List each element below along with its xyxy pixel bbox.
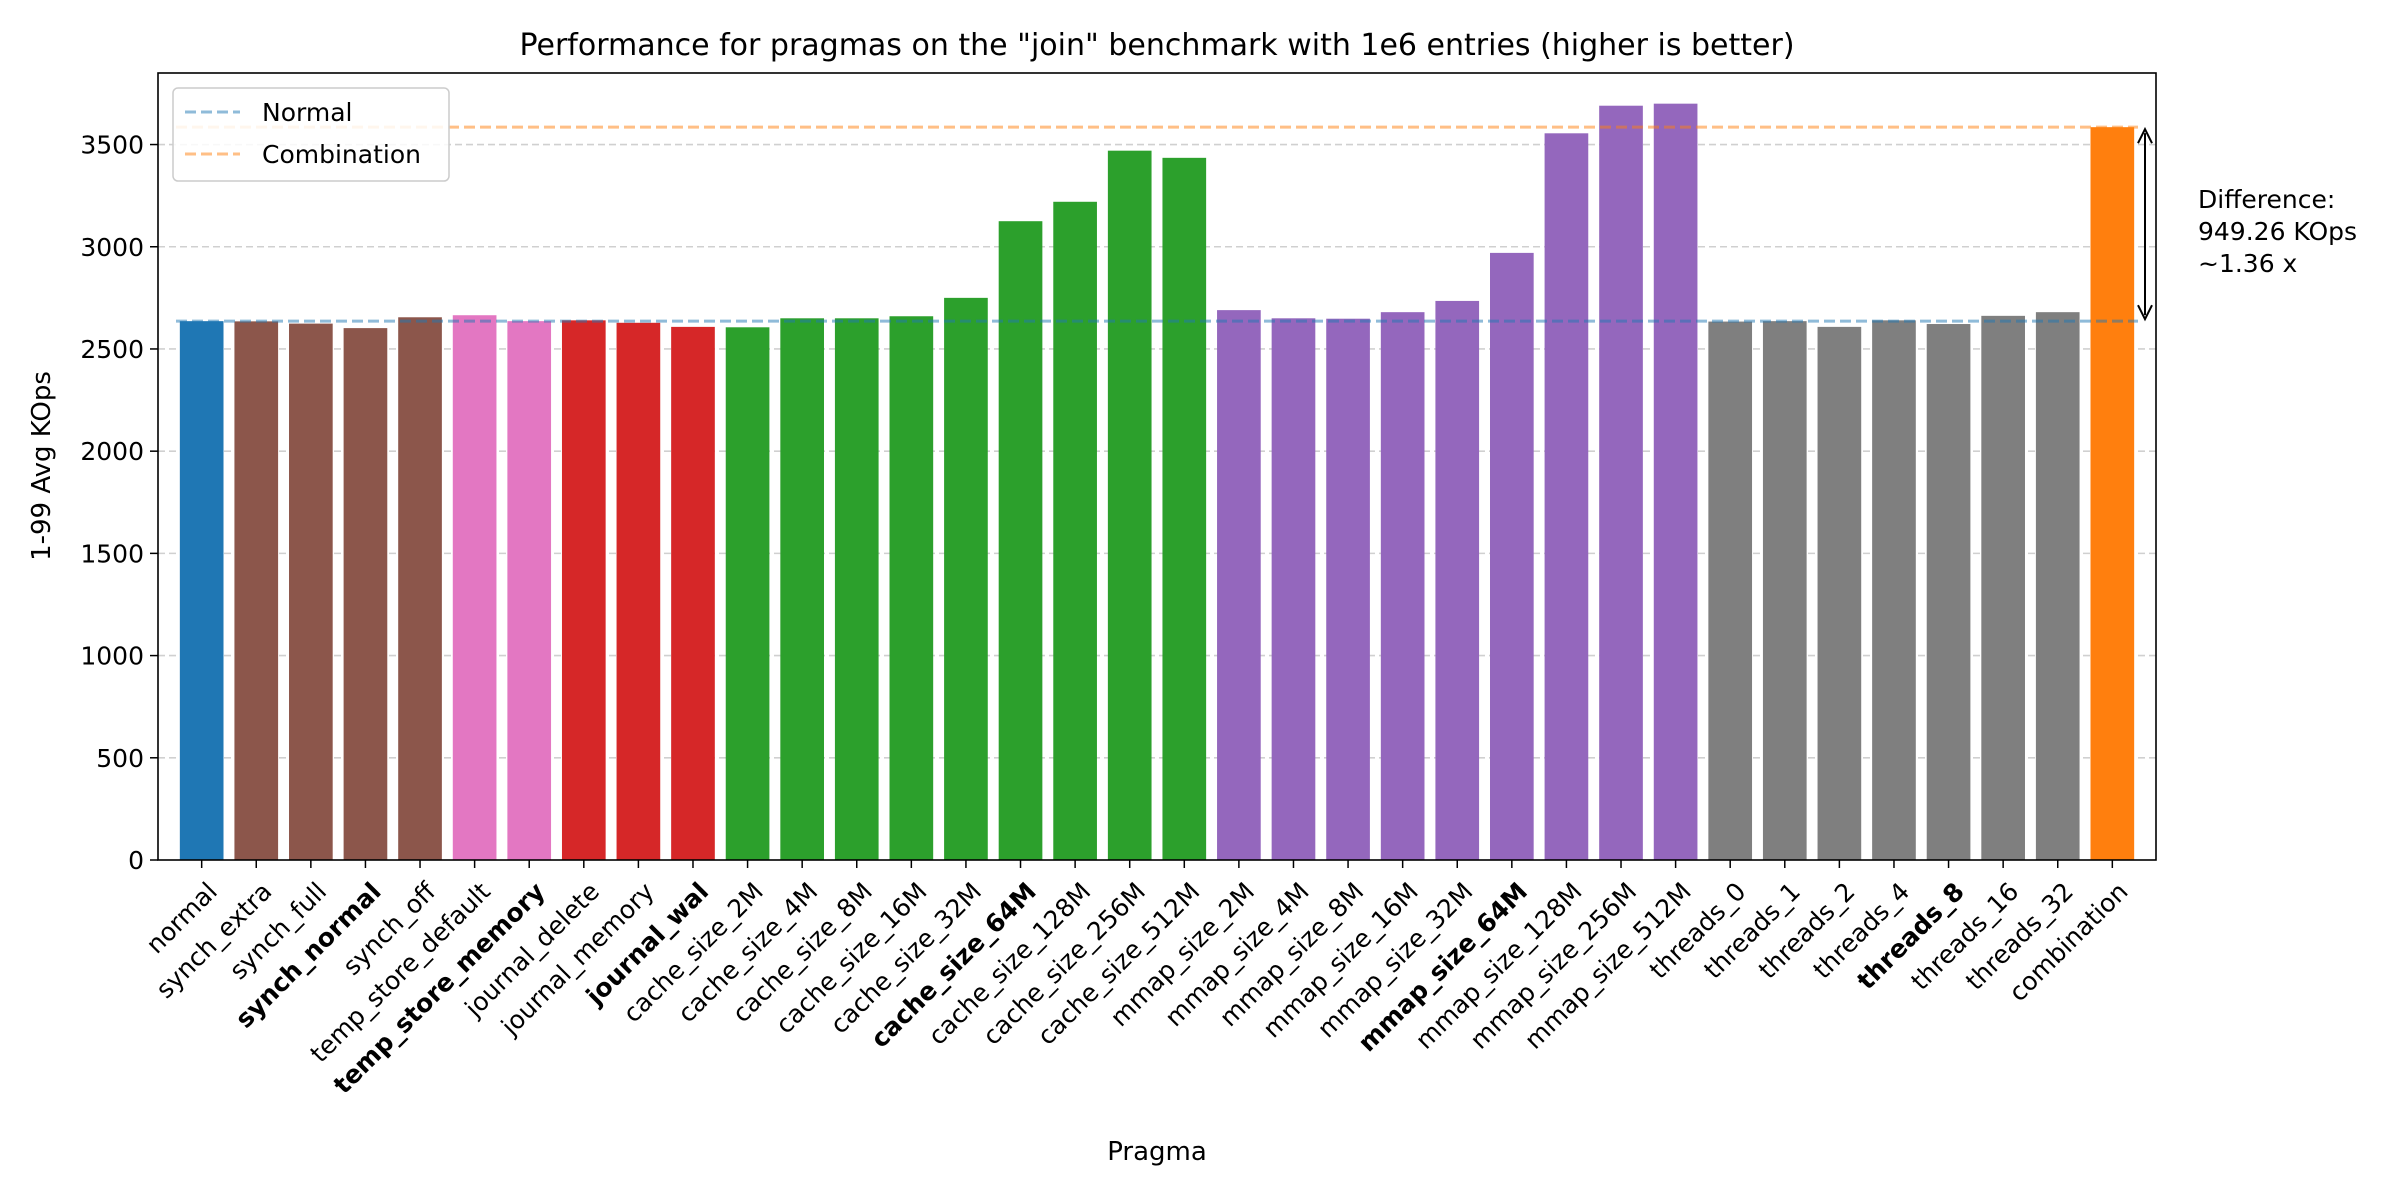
legend-label: Normal (262, 98, 352, 127)
y-tick-label: 2500 (80, 335, 144, 364)
y-axis-label: 1-99 Avg KOps (27, 371, 57, 561)
arrow-head-up (2137, 126, 2153, 144)
bar-cache_size_32M (944, 297, 988, 860)
bars (179, 103, 2135, 861)
bar-threads_4 (1872, 320, 1916, 860)
bar-cache_size_8M (834, 318, 879, 860)
y-tick-label: 1500 (80, 539, 144, 568)
bar-cache_size_512M (1162, 157, 1207, 861)
y-tick-label: 1000 (80, 642, 144, 671)
bar-threads_1 (1762, 321, 1807, 860)
y-tick-label: 500 (96, 744, 144, 773)
y-tick-label: 0 (128, 846, 144, 875)
annotation-text: Difference: (2198, 185, 2335, 214)
bar-temp_store_memory (507, 321, 552, 860)
plot-frame (157, 72, 2157, 861)
bar-normal (179, 321, 224, 860)
bar-cache_size_64M (998, 221, 1043, 860)
bar-synch_off (398, 317, 442, 860)
bar-cache_size_256M (1107, 150, 1152, 860)
y-tick-label: 3500 (80, 131, 144, 160)
reference-lines (176, 125, 2138, 323)
difference-annotation: Difference: 949.26 KOps ~1.36 x (2137, 126, 2357, 322)
bar-mmap_size_256M (1599, 105, 1643, 861)
bar-synch_full (289, 323, 333, 860)
bar-mmap_size_2M (1217, 310, 1261, 860)
chart-title: Performance for pragmas on the "join" be… (519, 28, 1794, 63)
bar-mmap_size_128M (1544, 133, 1589, 860)
y-tick-label: 2000 (80, 437, 144, 466)
bar-journal_delete (561, 320, 606, 860)
bar-mmap_size_32M (1435, 300, 1480, 861)
bar-threads_0 (1708, 321, 1753, 860)
y-axis-ticks: 0 500 1000 1500 2000 2500 3000 3500 (80, 131, 158, 875)
y-tick-label: 3000 (80, 233, 144, 262)
bar-mmap_size_8M (1326, 318, 1370, 860)
bar-cache_size_4M (780, 318, 824, 860)
bar-combination (2090, 127, 2135, 861)
bar-threads_2 (1817, 326, 1862, 860)
bar-cache_size_2M (725, 327, 770, 861)
x-axis-label: Pragma (1107, 1137, 1207, 1167)
bar-threads_32 (2035, 312, 2080, 860)
arrow-head-down (2137, 304, 2153, 322)
legend-label: Combination (262, 140, 421, 169)
bar-cache_size_128M (1053, 201, 1097, 861)
bar-temp_store_default (452, 315, 497, 861)
legend: Normal Combination (172, 87, 450, 182)
annotation-text: ~1.36 x (2198, 249, 2297, 278)
bar-mmap_size_16M (1380, 312, 1425, 860)
bar-synch_normal (343, 328, 388, 860)
bar-cache_size_16M (889, 316, 934, 861)
bar-threads_8 (1926, 324, 1971, 860)
bar-mmap_size_4M (1271, 318, 1316, 860)
bar-mmap_size_64M (1490, 252, 1534, 860)
bar-synch_extra (234, 321, 279, 860)
annotation-text: 949.26 KOps (2198, 217, 2357, 246)
legend-box (172, 87, 450, 182)
bar-mmap_size_512M (1653, 103, 1698, 860)
bar-threads_16 (1981, 315, 2025, 860)
bar-journal_memory (616, 322, 661, 860)
bar-journal_wal (671, 326, 715, 860)
